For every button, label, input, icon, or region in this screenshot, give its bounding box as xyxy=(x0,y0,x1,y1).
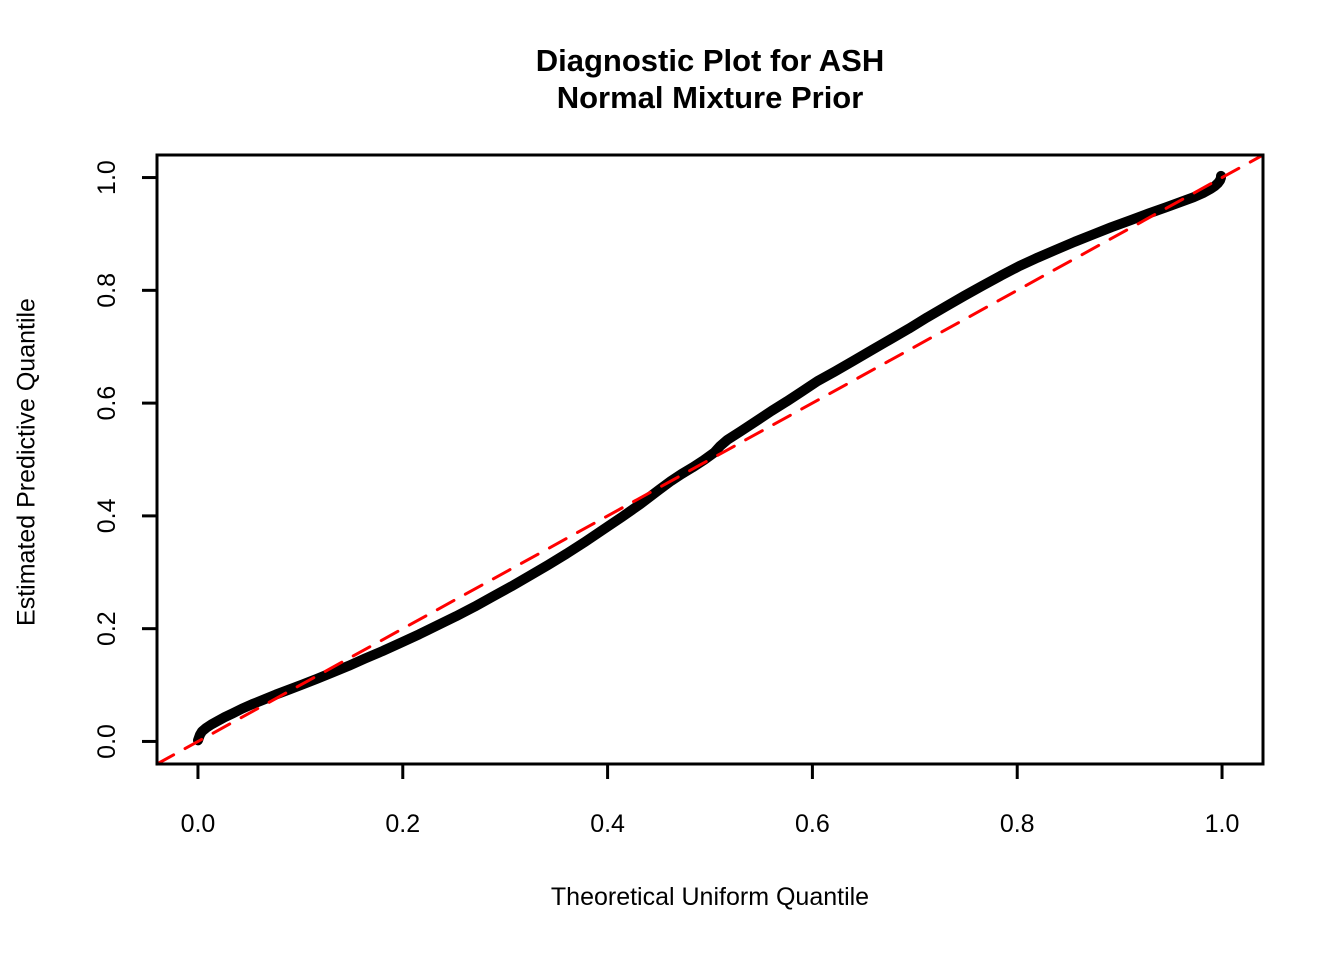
y-tick-label: 0.6 xyxy=(93,386,121,421)
plot-box xyxy=(155,153,1265,766)
y-tick-label: 0.4 xyxy=(93,498,121,533)
y-tick-label: 0.0 xyxy=(93,724,121,759)
y-tick-label: 1.0 xyxy=(93,160,121,195)
estimated-vs-theoretical-quantile-curve xyxy=(193,170,1226,746)
x-tick-label: 1.0 xyxy=(1205,810,1240,838)
x-tick-label: 0.6 xyxy=(795,810,830,838)
y-tick-label: 0.8 xyxy=(93,273,121,308)
chart-title: Diagnostic Plot for ASH Normal Mixture P… xyxy=(157,42,1263,116)
y-axis-title: Estimated Predictive Quantile xyxy=(12,298,41,626)
x-tick-label: 0.0 xyxy=(181,810,216,838)
x-axis-title: Theoretical Uniform Quantile xyxy=(550,883,870,911)
x-tick-label: 0.2 xyxy=(385,810,420,838)
x-tick-label: 0.8 xyxy=(1000,810,1035,838)
identity-reference-line xyxy=(155,153,1265,766)
x-tick-label: 0.4 xyxy=(590,810,625,838)
chart-title-line-2: Normal Mixture Prior xyxy=(556,80,864,115)
y-tick-label: 0.2 xyxy=(93,611,121,646)
chart-title-line-1: Diagnostic Plot for ASH xyxy=(535,43,885,78)
